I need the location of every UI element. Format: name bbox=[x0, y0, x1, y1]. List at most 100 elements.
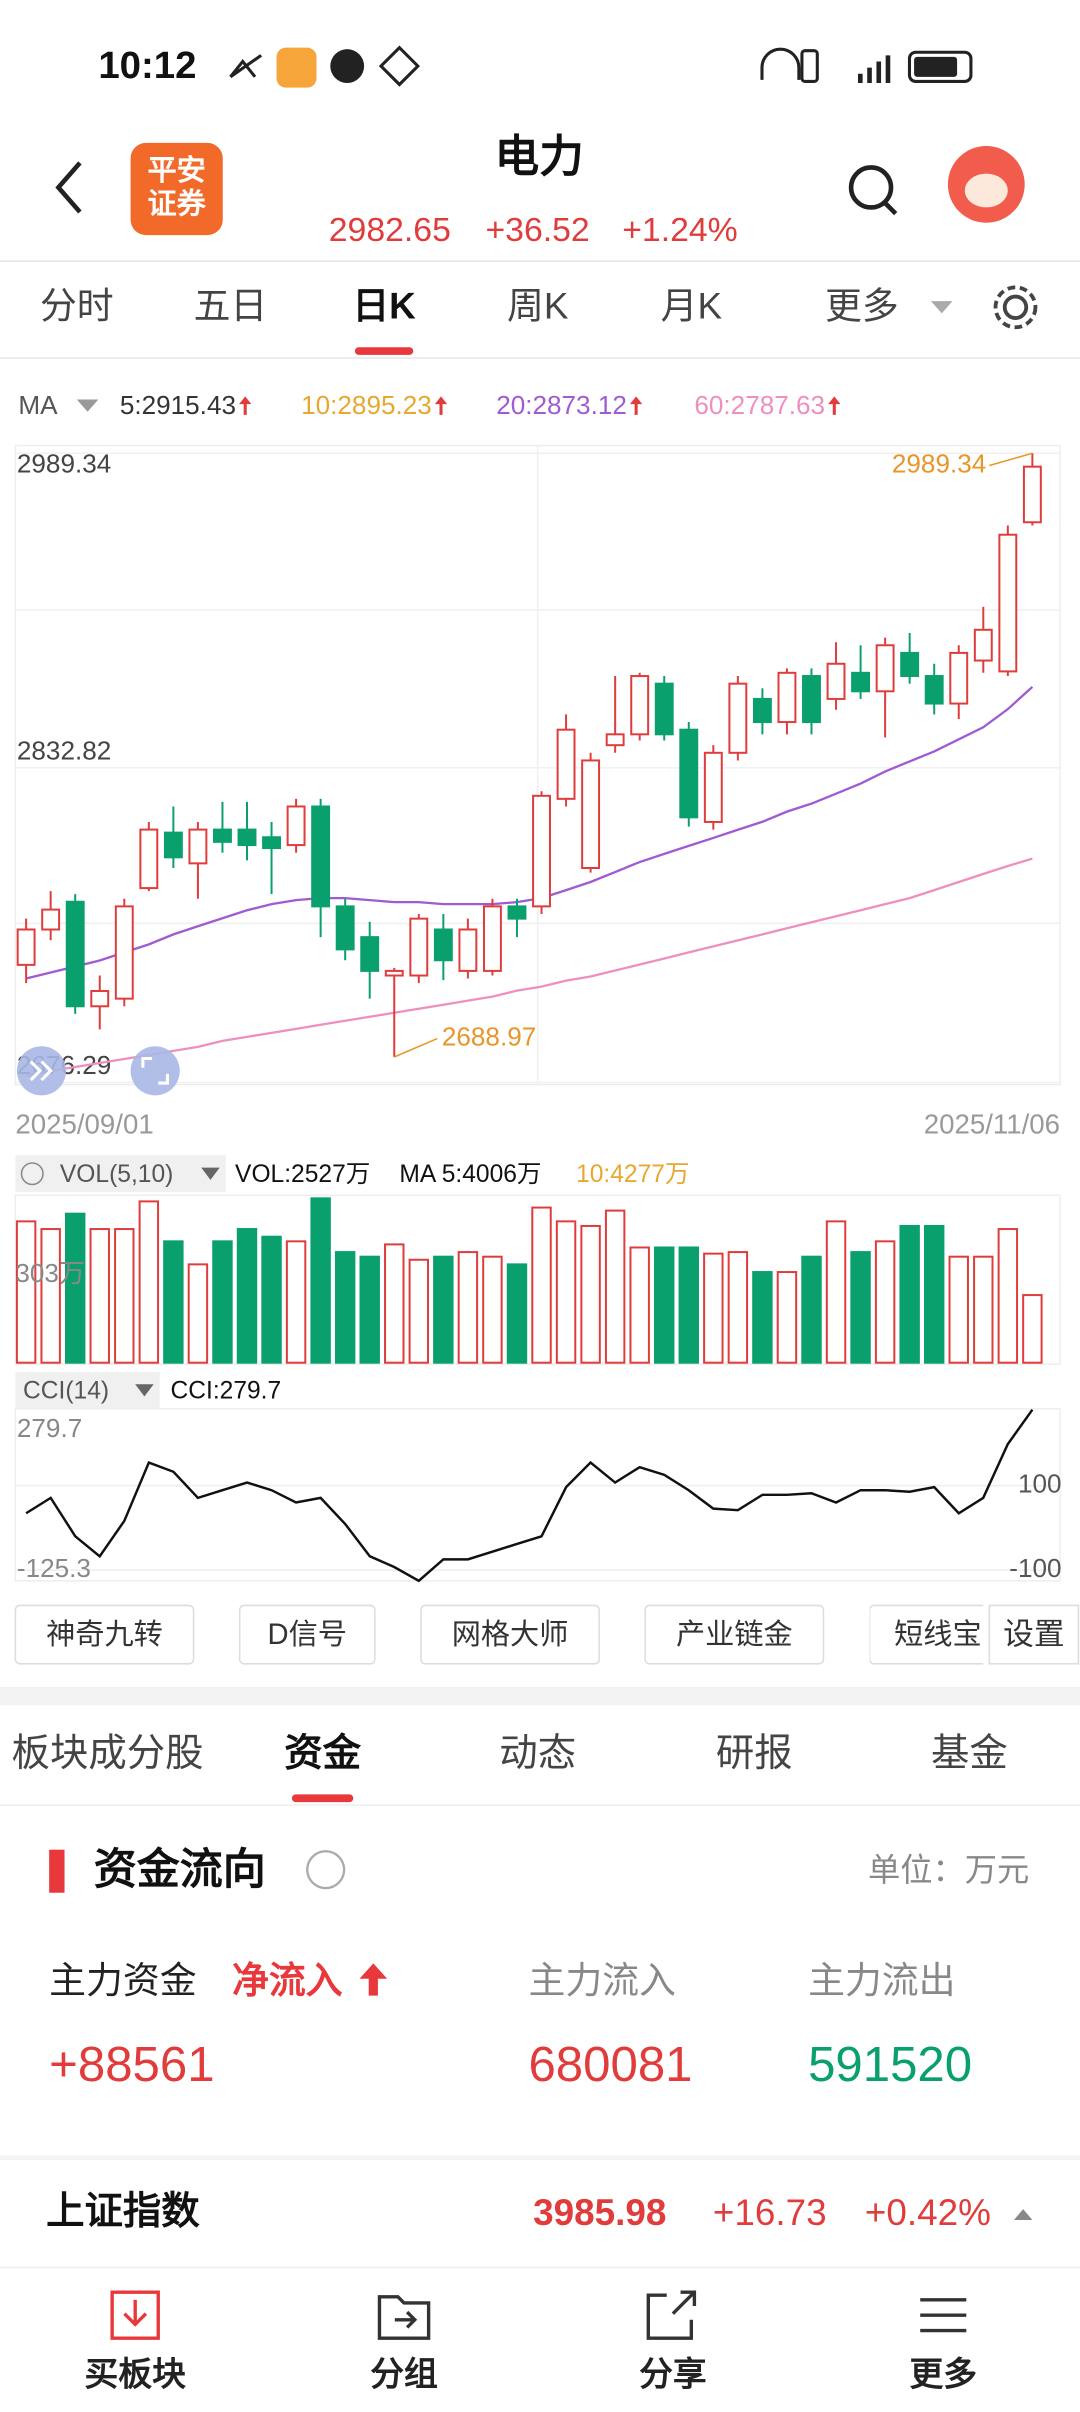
section-tab[interactable]: 板块成分股 bbox=[12, 1732, 204, 1775]
ma-value: 20:2873.12 bbox=[496, 390, 627, 420]
candle-body bbox=[311, 805, 331, 908]
icon-missed bbox=[229, 54, 263, 79]
candle-body bbox=[532, 794, 551, 908]
volume-bar bbox=[482, 1255, 503, 1364]
tab-indicator bbox=[354, 347, 414, 355]
chart-tab[interactable]: 日K bbox=[352, 286, 416, 327]
tool-label: 短线宝 bbox=[894, 1618, 982, 1651]
candle-body bbox=[139, 828, 159, 890]
ma-value: 60:2787.63 bbox=[694, 390, 825, 420]
outflow-label: 主力流出 bbox=[808, 1960, 955, 2001]
annotation-leader bbox=[989, 452, 1033, 467]
section-tab[interactable]: 研报 bbox=[716, 1732, 793, 1775]
fullscreen-button[interactable] bbox=[130, 1046, 180, 1096]
candle-body bbox=[16, 928, 36, 966]
index-change: +16.73 bbox=[713, 2192, 827, 2233]
tool-button[interactable]: 神奇九转 bbox=[14, 1604, 195, 1665]
volume-bar bbox=[334, 1251, 356, 1364]
tool-button[interactable]: D信号 bbox=[238, 1604, 376, 1665]
candle-body bbox=[458, 928, 478, 972]
nav-item[interactable]: 分组 bbox=[370, 2295, 438, 2394]
section-tab[interactable]: 动态 bbox=[499, 1732, 576, 1775]
volume-bar bbox=[973, 1255, 994, 1364]
tool-button[interactable]: 短线宝 bbox=[869, 1604, 1024, 1665]
annotation-leader bbox=[393, 1037, 438, 1058]
volume-bar bbox=[212, 1240, 233, 1364]
section-tab[interactable]: 基金 bbox=[931, 1732, 1008, 1775]
up-arrow bbox=[828, 396, 841, 415]
vol-ma10: 10:4277万 bbox=[576, 1161, 689, 1188]
chart-tabs: 分时 五日 日K 周K 月K 更多 bbox=[40, 286, 899, 355]
index-price: 3985.98 bbox=[533, 2192, 666, 2233]
chart-tab[interactable]: 月K bbox=[661, 286, 723, 327]
volume-bar bbox=[138, 1200, 160, 1364]
outflow-value: 591520 bbox=[808, 2037, 972, 2092]
candle-body bbox=[335, 905, 355, 951]
volume-bar bbox=[64, 1212, 86, 1364]
index-name[interactable]: 上证指数 bbox=[46, 2190, 200, 2233]
cci-legend: CCI(14) bbox=[23, 1377, 109, 1404]
chart-tab[interactable]: 分时 bbox=[40, 286, 114, 327]
tool-button[interactable]: 网格大师 bbox=[420, 1604, 600, 1665]
min-annotation: 2688.97 bbox=[442, 1021, 536, 1051]
nav-item[interactable]: 更多 bbox=[909, 2298, 977, 2394]
volume-bar bbox=[261, 1235, 282, 1364]
candle-body bbox=[384, 969, 404, 977]
settings-bg[interactable] bbox=[988, 1604, 1080, 1665]
candle-body bbox=[605, 733, 625, 747]
cci-legend-box[interactable] bbox=[15, 1371, 160, 1409]
candle-body bbox=[556, 728, 576, 800]
fund-unit: 单位：万元 bbox=[868, 1852, 1029, 1888]
main-label: 主力资金 bbox=[49, 1960, 196, 2001]
avatar-face bbox=[964, 173, 1008, 208]
info-button[interactable] bbox=[306, 1850, 346, 1890]
tool-button[interactable]: 产业链金 bbox=[644, 1604, 825, 1665]
broker-logo bbox=[130, 142, 223, 236]
settings-button[interactable] bbox=[993, 285, 1038, 330]
candle-body bbox=[482, 905, 502, 972]
volume-bar bbox=[384, 1243, 405, 1364]
volume-bar bbox=[114, 1228, 135, 1364]
nav-item[interactable]: 分享 bbox=[639, 2290, 707, 2394]
section-tab[interactable]: 资金 bbox=[284, 1732, 361, 1775]
tool-button-bg bbox=[644, 1604, 825, 1665]
dropdown-arrow bbox=[135, 1384, 154, 1397]
volume-bar bbox=[359, 1255, 380, 1364]
nav-item[interactable]: 买板块 bbox=[85, 2290, 187, 2394]
divider bbox=[0, 2155, 1080, 2161]
nav-icon bbox=[377, 2295, 431, 2340]
chart-tab[interactable]: 更多 bbox=[825, 286, 899, 327]
expand-arrow[interactable] bbox=[1013, 2209, 1033, 2220]
range-label: 279.7 bbox=[17, 1413, 82, 1443]
vol-ma5: MA 5:4006万 bbox=[399, 1161, 541, 1188]
icon-msg bbox=[330, 49, 365, 83]
candle-body bbox=[679, 728, 699, 819]
candle-body bbox=[65, 900, 85, 1008]
candle-body bbox=[163, 831, 183, 859]
chart-tab[interactable]: 周K bbox=[507, 286, 569, 327]
candle-body bbox=[875, 644, 895, 693]
candle-body bbox=[998, 533, 1018, 673]
volume-bar bbox=[997, 1228, 1019, 1364]
up-arrow bbox=[629, 396, 643, 415]
candle-body bbox=[924, 675, 944, 705]
section-gap bbox=[0, 1686, 1080, 1706]
vol-legend-box[interactable] bbox=[15, 1155, 226, 1193]
candle-body bbox=[900, 651, 920, 678]
candle-body bbox=[114, 905, 134, 1000]
tool-label: 神奇九转 bbox=[46, 1618, 163, 1651]
tool-label: D信号 bbox=[268, 1618, 347, 1651]
inflow-label: 主力流入 bbox=[528, 1960, 675, 2001]
candle-body bbox=[826, 662, 846, 700]
volume-bar bbox=[1022, 1294, 1043, 1364]
candle-body bbox=[752, 697, 772, 724]
nav-label: 买板块 bbox=[85, 2356, 187, 2394]
back-button[interactable] bbox=[55, 161, 82, 214]
chart-tab[interactable]: 五日 bbox=[194, 286, 268, 327]
candle-body bbox=[630, 675, 650, 736]
fullscreen-icon bbox=[141, 1056, 169, 1085]
volume-bar bbox=[531, 1206, 552, 1364]
search-button[interactable] bbox=[848, 165, 898, 216]
ma-label: MA bbox=[18, 390, 58, 420]
